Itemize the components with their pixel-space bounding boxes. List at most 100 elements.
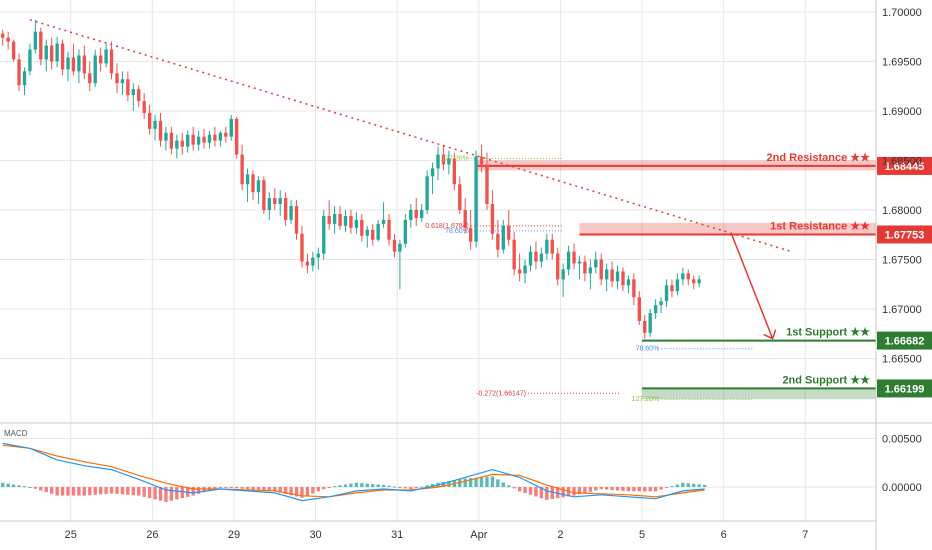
macd-histogram-bar (147, 487, 152, 499)
time-axis[interactable]: 25 26 29 30 31 Apr 2 5 6 7 (65, 529, 809, 541)
macd-histogram-bar (490, 476, 495, 488)
macd-histogram-bar (414, 487, 418, 489)
macd-histogram-bar (463, 478, 467, 488)
candle-body (77, 55, 81, 72)
level-zones (476, 160, 876, 400)
candle-body (360, 219, 364, 236)
macd-pane[interactable]: MACD (1, 429, 707, 502)
macd-histogram-bar (39, 487, 43, 491)
macd-histogram-bar (267, 487, 272, 491)
candle-body (147, 112, 152, 129)
macd-histogram-bar (283, 487, 288, 494)
fib-label: 127.20% (632, 396, 660, 403)
candle-body (670, 285, 674, 292)
candle-body (577, 261, 582, 264)
macd-histogram-bar (137, 487, 141, 496)
macd-signal-line (2, 444, 705, 498)
candle-body (643, 320, 647, 333)
candle-body (371, 229, 375, 240)
macd-histogram-bar (648, 487, 652, 492)
level-label: 1st Support ★★ (786, 327, 870, 339)
macd-histogram-bar (507, 485, 511, 488)
candle-body (218, 132, 223, 141)
trendline[interactable] (29, 19, 792, 253)
macd-histogram-bar (392, 486, 397, 488)
macd-histogram-bar (561, 487, 565, 498)
candle-body (137, 89, 141, 102)
candle-body (599, 259, 603, 280)
macd-histogram-bar (109, 487, 114, 494)
candle-body (447, 158, 451, 165)
macd-histogram-bar (44, 487, 48, 493)
candle-body (534, 251, 538, 262)
macd-histogram-bar (632, 487, 636, 492)
candle-body (496, 233, 500, 250)
macd-histogram-bar (169, 487, 174, 501)
candle-body (202, 136, 206, 143)
candle-body (142, 101, 146, 113)
macd-histogram-bar (82, 487, 87, 496)
macd-histogram-bar (523, 487, 527, 494)
candle-body (588, 267, 593, 274)
candle-body (583, 261, 587, 274)
candle-body (485, 164, 489, 205)
candle-body (463, 210, 467, 228)
macd-histogram-bar (637, 487, 642, 492)
price-tag-text: 1.68445 (885, 161, 925, 173)
candle-body (512, 239, 516, 270)
macd-histogram-bar (332, 486, 337, 488)
candle-body (251, 174, 255, 193)
macd-histogram-bar (240, 487, 244, 489)
candle-body (398, 243, 402, 252)
macd-histogram-bar (300, 487, 304, 498)
price-tick-label: 1.70000 (882, 7, 922, 19)
fib-label: 78.60% (636, 346, 660, 353)
macd-histogram-bar (670, 486, 674, 488)
candle-body (381, 219, 386, 224)
candle-body (403, 219, 408, 244)
candle-body (414, 210, 418, 218)
candle-body (468, 227, 473, 242)
candle-body (441, 154, 446, 165)
macd-histogram-bar (1, 482, 5, 488)
candle-body (82, 55, 87, 74)
macd-histogram-bar (430, 484, 435, 488)
candle-body (245, 174, 250, 185)
fib-label: 78.60% (445, 228, 469, 235)
macd-histogram-bar (512, 487, 516, 489)
candle-body (539, 253, 544, 262)
price-tick-label: 1.67000 (882, 304, 922, 316)
price-tick-label: 1.69000 (882, 106, 922, 118)
candle-body (55, 43, 59, 62)
macd-histogram-bar (327, 487, 331, 489)
price-tag-text: 1.66199 (885, 383, 925, 395)
time-tick-label: 29 (228, 529, 240, 541)
candles (1, 19, 701, 339)
candle-body (169, 132, 174, 149)
macd-histogram-bar (273, 487, 277, 492)
macd-histogram-bar (381, 484, 386, 488)
macd-histogram-bar (371, 484, 375, 488)
macd-histogram-bar (702, 484, 707, 488)
arrow-shaft (731, 234, 774, 339)
price-tag (877, 331, 932, 350)
level-label: 1st Resistance ★★ (770, 220, 870, 232)
candle-body (338, 213, 342, 226)
price-axis[interactable]: 1.70000 1.69500 1.69000 1.68500 1.68000 1.675… (882, 7, 922, 494)
candle-body (256, 180, 261, 193)
candle-body (648, 313, 652, 333)
candle-body (273, 198, 277, 205)
candle-body (327, 215, 331, 224)
candle-body (22, 71, 27, 86)
candle-body (692, 279, 696, 284)
candle-body (294, 206, 299, 234)
macd-histogram-bar (479, 477, 484, 488)
candle-body (88, 73, 92, 84)
time-tick-label: Apr (470, 529, 487, 541)
fib-annotations: 127.20%0.618(1.6784)78.60%78.60%-0.272(1… (425, 156, 754, 403)
macd-histogram-bar (496, 479, 500, 488)
resistance-zone (579, 222, 876, 235)
candle-body (681, 273, 685, 280)
